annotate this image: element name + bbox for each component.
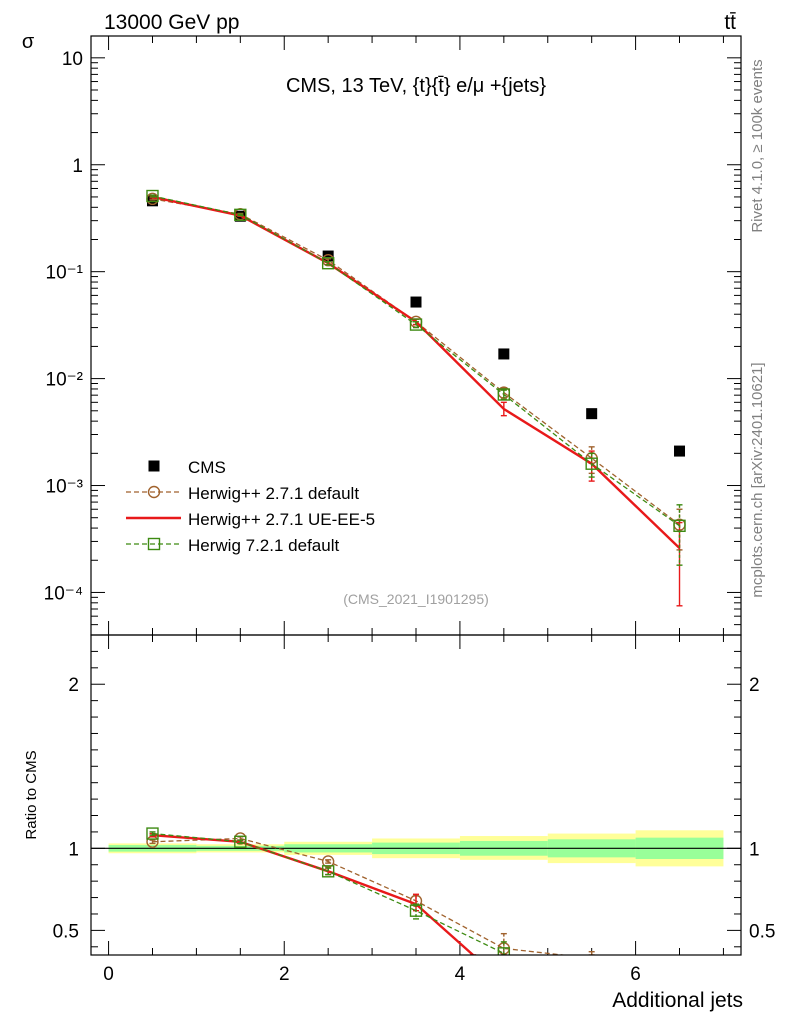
main-panel: 10 1 10⁻¹ 10⁻² 10⁻³ 10⁻⁴ CMS, 13 TeV, {t}{t̄}… — [22, 31, 742, 636]
data-point — [673, 519, 686, 533]
main-y-tick-label: 10⁻¹ — [46, 263, 84, 284]
ratio-panel: 2 2 1 1 0.5 0.5 0 2 4 6 Ratio to CMS Additional j… — [23, 634, 775, 1012]
data-point — [409, 904, 423, 917]
legend-label: Herwig++ 2.7.1 UE-EE-5 — [188, 510, 375, 529]
main-series-herwig-7-2-1-default — [146, 189, 686, 566]
legend: CMS Herwig++ 2.7.1 default Herwig++ 2.7.1 … — [126, 458, 375, 555]
ratio-y-tick-label-right: 0.5 — [749, 921, 775, 942]
main-y-tick-label: 10 — [62, 49, 83, 70]
main-y-axis-label: σ — [22, 31, 35, 53]
main-y-tick-label: 1 — [72, 156, 83, 177]
data-point — [674, 445, 686, 457]
main-title: CMS, 13 TeV, {t}{t̄} e/μ +{jets} — [286, 75, 546, 97]
series-line — [152, 837, 569, 955]
legend-item: Herwig++ 2.7.1 default — [126, 484, 359, 503]
x-axis-label: Additional jets — [612, 989, 743, 1012]
data-point — [497, 388, 511, 401]
main-y-tick-label: 10⁻⁴ — [44, 583, 83, 604]
legend-label: Herwig++ 2.7.1 default — [188, 484, 359, 503]
ratio-series-herwig-7-2-1-default — [146, 827, 511, 955]
main-y-tick-label: 10⁻² — [46, 370, 84, 391]
data-point — [321, 865, 335, 878]
x-tick-label: 4 — [455, 964, 466, 985]
data-point — [322, 250, 334, 262]
mcplots-source-label: mcplots.cern.ch [arXiv:2401.10621] — [749, 362, 766, 597]
x-tick-label: 6 — [630, 964, 641, 985]
data-point — [146, 827, 159, 840]
series-line — [152, 832, 505, 954]
data-point — [409, 318, 423, 331]
data-point — [586, 408, 598, 420]
series-line — [152, 195, 680, 527]
series-line — [152, 198, 680, 526]
main-series-cms — [146, 195, 686, 457]
ratio-y-tick-label-right: 2 — [749, 675, 760, 696]
data-point — [146, 195, 158, 207]
data-point — [321, 257, 335, 270]
header-process-label: 13000 GeV pp — [104, 11, 239, 34]
legend-marker — [148, 460, 160, 472]
legend-item: CMS — [148, 458, 226, 477]
legend-item: Herwig++ 2.7.1 UE-EE-5 — [126, 510, 375, 529]
data-point — [234, 208, 247, 222]
ratio-frame — [90, 634, 742, 956]
x-tick-label: 0 — [103, 964, 114, 985]
ratio-y-tick-label: 2 — [68, 675, 79, 696]
data-point — [321, 855, 335, 868]
legend-marker — [147, 485, 161, 499]
x-tick-label: 2 — [279, 964, 290, 985]
data-point — [585, 457, 598, 470]
legend-marker — [147, 537, 161, 551]
legend-label: Herwig 7.2.1 default — [188, 536, 339, 555]
ratio-y-axis-label: Ratio to CMS — [23, 750, 40, 839]
ratio-y-tick-label-right: 1 — [749, 839, 760, 860]
data-point — [146, 189, 159, 203]
header-final-state-label: tt̄ — [724, 11, 736, 34]
ratio-y-tick-label: 1 — [68, 839, 79, 860]
main-watermark: (CMS_2021_I1901295) — [343, 591, 489, 607]
data-point — [497, 947, 511, 955]
ratio-y-tick-label: 0.5 — [53, 921, 79, 942]
rivet-version-label: Rivet 4.1.0, ≥ 100k events — [749, 59, 766, 232]
data-point — [410, 296, 422, 308]
legend-label: CMS — [188, 458, 226, 477]
data-point — [234, 835, 247, 848]
main-y-tick-label: 10⁻³ — [46, 477, 84, 498]
legend-item: Herwig 7.2.1 default — [126, 536, 339, 555]
data-point — [498, 348, 510, 360]
